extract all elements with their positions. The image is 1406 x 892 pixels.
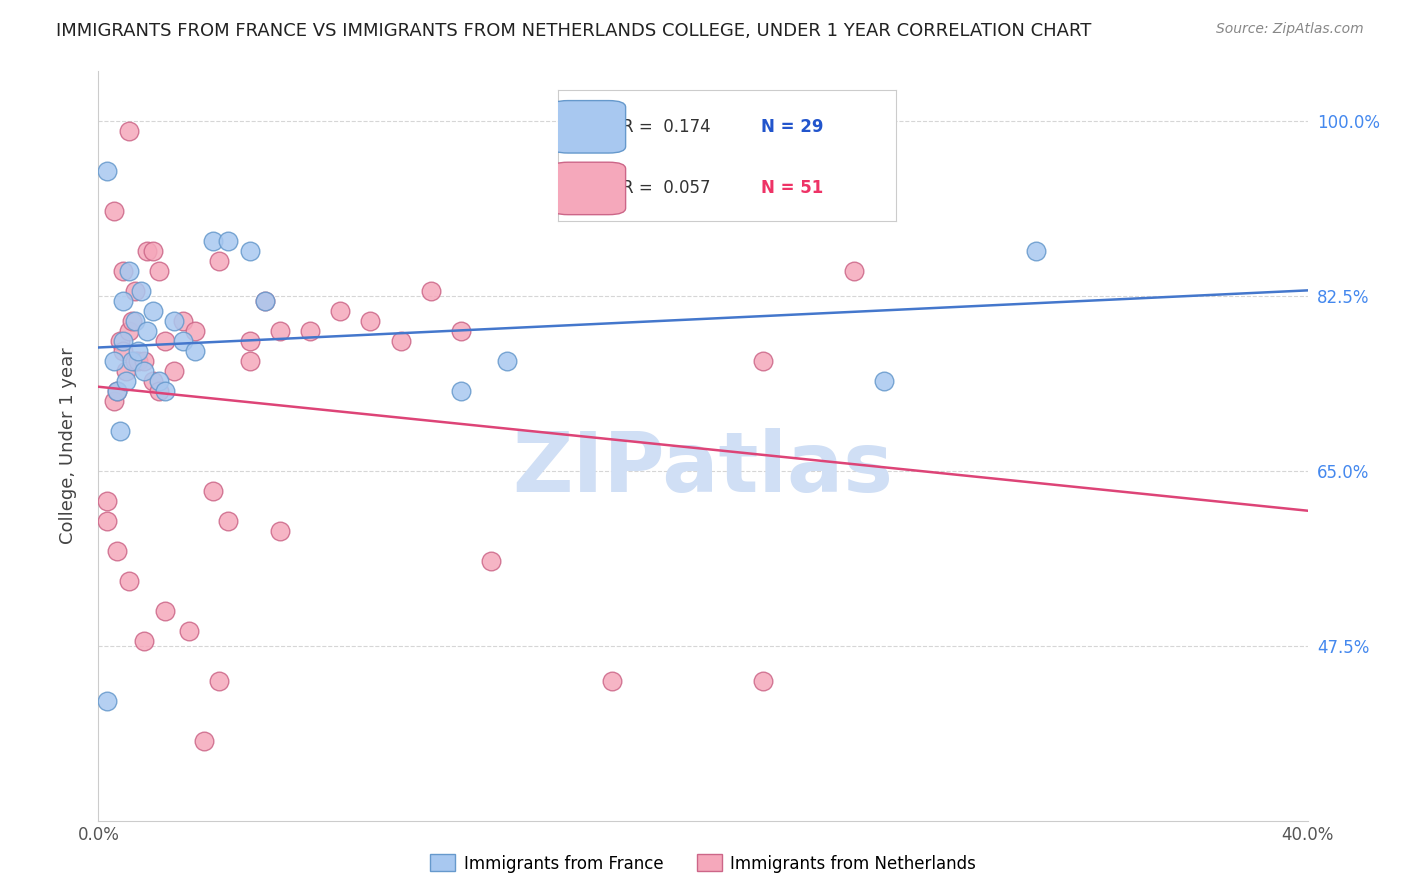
Point xyxy=(873,374,896,388)
Point xyxy=(114,364,136,378)
Point xyxy=(450,324,472,338)
Point xyxy=(121,354,143,368)
Point xyxy=(129,284,152,298)
Point xyxy=(495,354,517,368)
Point xyxy=(202,234,225,248)
Point xyxy=(118,324,141,338)
Point xyxy=(105,544,128,558)
Point xyxy=(450,384,472,398)
Point xyxy=(253,294,276,309)
Legend: Immigrants from France, Immigrants from Netherlands: Immigrants from France, Immigrants from … xyxy=(423,847,983,880)
Point xyxy=(118,264,141,278)
Point xyxy=(389,334,412,348)
Point xyxy=(239,354,262,368)
Point xyxy=(153,604,176,618)
Point xyxy=(121,314,143,328)
Point xyxy=(142,304,165,318)
Point xyxy=(208,673,231,688)
Point xyxy=(132,633,155,648)
Point xyxy=(124,314,146,328)
Point xyxy=(481,554,503,568)
Point xyxy=(127,354,149,368)
Point xyxy=(193,733,215,747)
Point xyxy=(114,374,136,388)
Point xyxy=(118,574,141,588)
Point xyxy=(153,384,176,398)
Point xyxy=(217,234,239,248)
Point xyxy=(1024,244,1046,259)
Point xyxy=(105,384,128,398)
Point xyxy=(148,384,170,398)
Point xyxy=(844,264,866,278)
Point xyxy=(172,314,194,328)
Point xyxy=(420,284,443,298)
Point xyxy=(360,314,382,328)
Y-axis label: College, Under 1 year: College, Under 1 year xyxy=(59,348,77,544)
Point xyxy=(148,264,170,278)
Point xyxy=(132,364,155,378)
Text: ZIPatlas: ZIPatlas xyxy=(513,428,893,509)
Point xyxy=(184,344,207,359)
Point xyxy=(184,324,207,338)
Point xyxy=(135,244,157,259)
Point xyxy=(124,284,146,298)
Point xyxy=(752,354,775,368)
Point xyxy=(124,354,146,368)
Point xyxy=(153,334,176,348)
Point xyxy=(96,494,118,508)
Point xyxy=(752,673,775,688)
Point xyxy=(172,334,194,348)
Point xyxy=(239,244,262,259)
Point xyxy=(111,294,134,309)
Point xyxy=(132,354,155,368)
Point xyxy=(96,164,118,178)
Point xyxy=(142,374,165,388)
Point xyxy=(202,483,225,498)
Point xyxy=(163,364,186,378)
Point xyxy=(127,344,149,359)
Point xyxy=(269,524,291,538)
Point xyxy=(329,304,352,318)
Point xyxy=(96,694,118,708)
Point xyxy=(135,324,157,338)
Point xyxy=(299,324,322,338)
Point xyxy=(602,673,624,688)
Point xyxy=(111,264,134,278)
Point xyxy=(96,514,118,528)
Point xyxy=(103,394,125,409)
Point xyxy=(103,354,125,368)
Point xyxy=(108,334,131,348)
Text: IMMIGRANTS FROM FRANCE VS IMMIGRANTS FROM NETHERLANDS COLLEGE, UNDER 1 YEAR CORR: IMMIGRANTS FROM FRANCE VS IMMIGRANTS FRO… xyxy=(56,22,1091,40)
Point xyxy=(163,314,186,328)
Point xyxy=(142,244,165,259)
Point xyxy=(111,334,134,348)
Point xyxy=(118,124,141,138)
Point xyxy=(179,624,201,638)
Point xyxy=(105,384,128,398)
Point xyxy=(208,254,231,268)
Point xyxy=(217,514,239,528)
Text: Source: ZipAtlas.com: Source: ZipAtlas.com xyxy=(1216,22,1364,37)
Point xyxy=(269,324,291,338)
Point xyxy=(148,374,170,388)
Point xyxy=(103,204,125,219)
Point xyxy=(108,424,131,438)
Point xyxy=(111,344,134,359)
Point xyxy=(239,334,262,348)
Point xyxy=(253,294,276,309)
